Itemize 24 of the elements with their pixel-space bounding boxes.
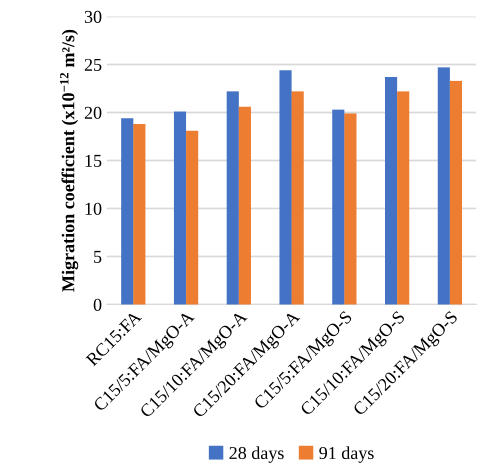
y-tick-label: 15: [86, 154, 102, 167]
bar: [279, 70, 292, 304]
bar: [186, 130, 198, 304]
bar: [133, 124, 146, 304]
bar: [397, 91, 410, 304]
y-tick-label: 25: [84, 58, 102, 71]
y-tick-label: 0: [94, 298, 102, 311]
bar: [226, 91, 239, 304]
y-tick-label: 20: [84, 106, 102, 119]
bar: [332, 110, 344, 304]
y-tick-label: 10: [86, 202, 102, 215]
y-tick-label: 30: [84, 10, 102, 23]
y-axis-title: Migration coefficient (x10$^{−12}$ m²/s): [60, 30, 78, 292]
y-tick-label: 5: [94, 250, 102, 263]
bar: [450, 80, 462, 304]
legend-label: 91 days: [319, 446, 374, 463]
bar: [238, 106, 251, 304]
bar: [292, 91, 304, 304]
bar: [174, 112, 186, 304]
legend-label: 28 days: [230, 446, 284, 463]
bar: [438, 67, 450, 304]
bar: [384, 76, 398, 304]
bar: [121, 118, 134, 304]
bar: [344, 113, 356, 304]
